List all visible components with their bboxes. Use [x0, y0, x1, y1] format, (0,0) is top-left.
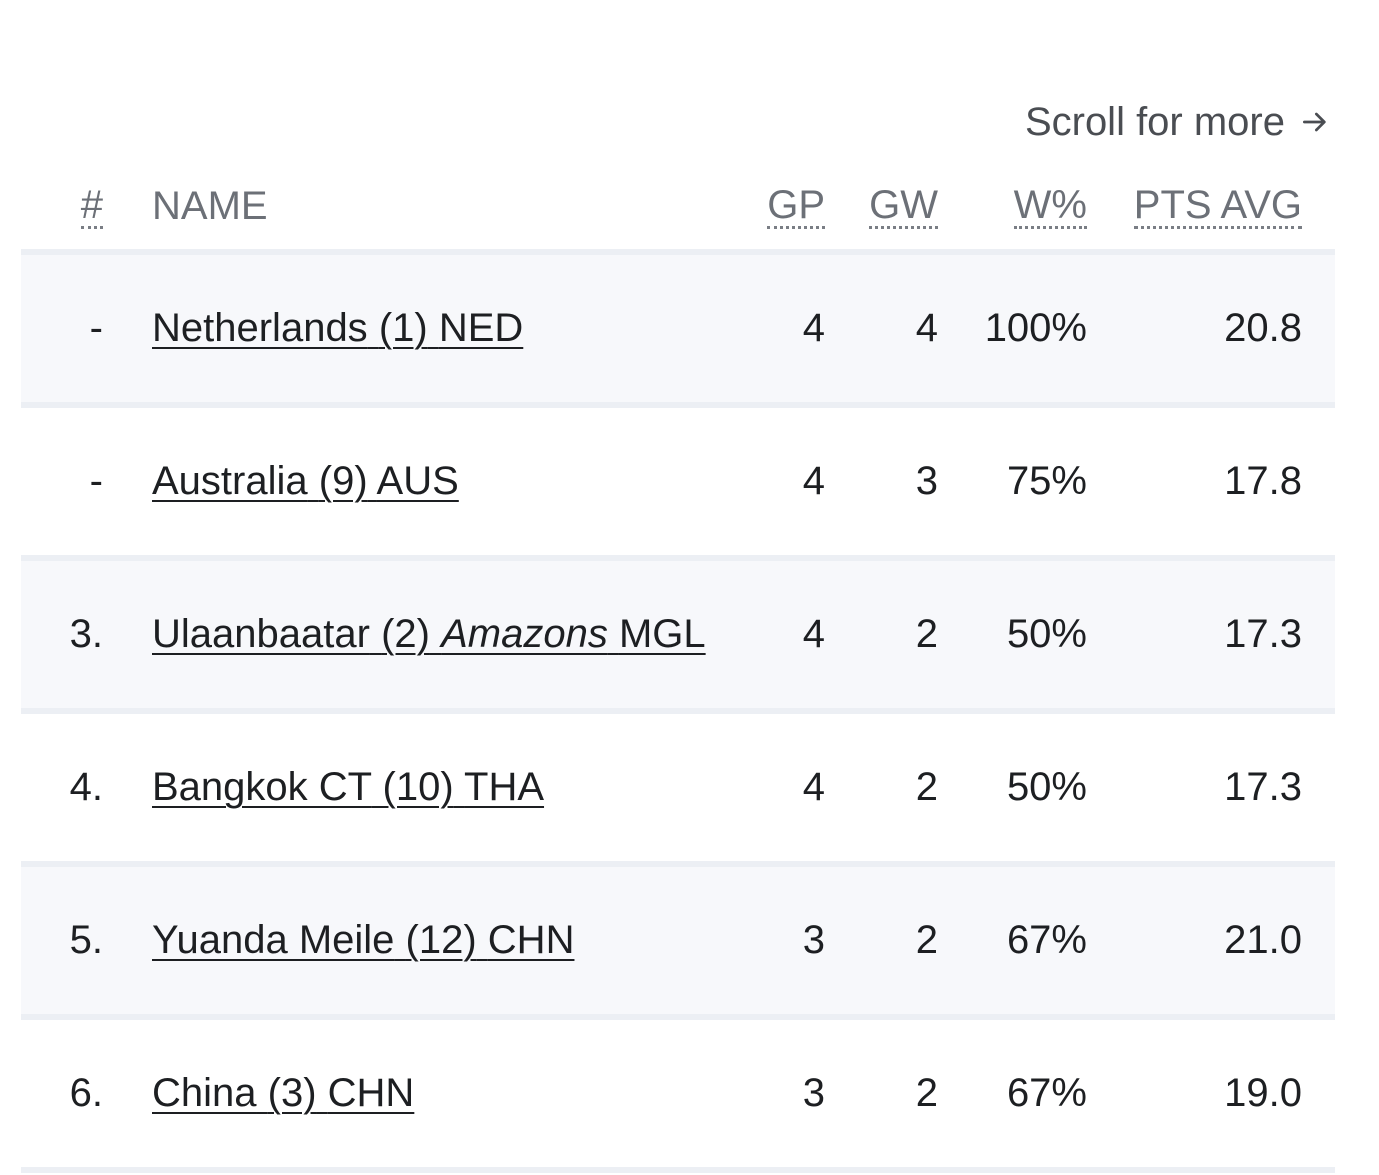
team-country: CHN	[487, 918, 575, 962]
gp-cell: 4	[802, 459, 825, 503]
name-cell: China (3) CHN	[152, 1020, 414, 1167]
team-name: Ulaanbaatar	[152, 612, 370, 656]
name-cell: Bangkok CT (10) THA	[152, 714, 544, 861]
win-pct-cell: 67%	[1006, 1071, 1087, 1115]
name-cell: Netherlands (1) NED	[152, 255, 523, 402]
team-name: Netherlands	[152, 306, 368, 350]
gw-cell: 3	[915, 459, 938, 503]
arrow-right-icon	[1303, 112, 1326, 132]
header-pts-avg-label: PTS AVG	[1133, 182, 1302, 229]
pts-avg-cell: 17.8	[1224, 459, 1302, 503]
name-cell: Australia (9) AUS	[152, 408, 459, 555]
team-link[interactable]: Ulaanbaatar (2) Amazons MGL	[152, 612, 706, 657]
win-pct-cell: 50%	[1006, 765, 1087, 809]
table-header-row: # NAME GP GW W% PTS AVG	[21, 163, 1335, 255]
win-pct-cell: 67%	[1006, 918, 1087, 962]
header-name[interactable]: NAME	[152, 163, 268, 249]
win-pct-cell: 50%	[1006, 612, 1087, 656]
pts-avg-cell: 17.3	[1224, 765, 1302, 809]
team-name: Australia	[152, 459, 308, 503]
header-pts-avg[interactable]: PTS AVG	[1133, 163, 1302, 249]
header-gp[interactable]: GP	[767, 163, 825, 249]
win-pct-cell: 100%	[984, 306, 1087, 350]
team-nickname: Amazons	[441, 612, 608, 656]
team-name: Bangkok CT	[152, 765, 372, 809]
table-row: - Australia (9) AUS 4 3 75% 17.8	[21, 408, 1335, 561]
gw-cell: 2	[915, 765, 938, 809]
team-name: Yuanda Meile	[152, 918, 395, 962]
gp-cell: 4	[802, 612, 825, 656]
header-gw-label: GW	[869, 182, 938, 229]
table-row: 3. Ulaanbaatar (2) Amazons MGL 4 2 50% 1…	[21, 561, 1335, 714]
team-link[interactable]: Yuanda Meile (12) CHN	[152, 918, 574, 963]
rank-cell: 6.	[69, 1071, 103, 1115]
rank-cell: 3.	[69, 612, 103, 656]
gw-cell: 2	[915, 612, 938, 656]
scroll-for-more-hint[interactable]: Scroll for more	[1025, 97, 1331, 147]
header-rank[interactable]: #	[21, 163, 103, 249]
team-country: CHN	[327, 1071, 415, 1115]
header-name-label: NAME	[152, 183, 268, 228]
team-country: AUS	[376, 459, 459, 503]
win-pct-cell: 75%	[1006, 459, 1087, 503]
team-seed: (2)	[381, 612, 430, 656]
team-country: THA	[464, 765, 545, 809]
header-rank-label: #	[80, 182, 103, 229]
team-country: NED	[438, 306, 524, 350]
table-row: - Netherlands (1) NED 4 4 100% 20.8	[21, 255, 1335, 408]
name-cell: Yuanda Meile (12) CHN	[152, 867, 574, 1014]
rank-cell: 4.	[69, 765, 103, 809]
gp-cell: 4	[802, 765, 825, 809]
header-win-pct-label: W%	[1013, 182, 1087, 229]
rank-cell: -	[89, 459, 103, 503]
team-link[interactable]: Netherlands (1) NED	[152, 306, 523, 351]
pts-avg-cell: 19.0	[1224, 1071, 1302, 1115]
table-row: 5. Yuanda Meile (12) CHN 3 2 67% 21.0	[21, 867, 1335, 1020]
gp-cell: 4	[802, 306, 825, 350]
gp-cell: 3	[802, 918, 825, 962]
table-row: 4. Bangkok CT (10) THA 4 2 50% 17.3	[21, 714, 1335, 867]
pts-avg-cell: 17.3	[1224, 612, 1302, 656]
name-cell: Ulaanbaatar (2) Amazons MGL	[152, 561, 706, 708]
team-seed: (9)	[318, 459, 368, 503]
rank-cell: 5.	[69, 918, 103, 962]
standings-table: # NAME GP GW W% PTS AVG - Netherlands (1…	[21, 163, 1335, 1173]
header-gp-label: GP	[767, 182, 825, 229]
gw-cell: 2	[915, 1071, 938, 1115]
header-gw[interactable]: GW	[869, 163, 938, 249]
gw-cell: 4	[915, 306, 938, 350]
team-name: China	[152, 1071, 257, 1115]
team-seed: (1)	[378, 306, 428, 350]
header-win-pct[interactable]: W%	[1013, 163, 1087, 249]
scroll-hint-label: Scroll for more	[1024, 99, 1285, 144]
team-link[interactable]: China (3) CHN	[152, 1071, 414, 1116]
table-row: 6. China (3) CHN 3 2 67% 19.0	[21, 1020, 1335, 1173]
team-seed: (10)	[382, 765, 454, 809]
team-link[interactable]: Australia (9) AUS	[152, 459, 459, 504]
rank-cell: -	[89, 306, 103, 350]
gw-cell: 2	[915, 918, 938, 962]
pts-avg-cell: 21.0	[1224, 918, 1302, 962]
gp-cell: 3	[802, 1071, 825, 1115]
team-seed: (12)	[405, 918, 477, 962]
team-seed: (3)	[267, 1071, 317, 1115]
pts-avg-cell: 20.8	[1224, 306, 1302, 350]
team-country: MGL	[618, 612, 706, 656]
team-link[interactable]: Bangkok CT (10) THA	[152, 765, 544, 810]
